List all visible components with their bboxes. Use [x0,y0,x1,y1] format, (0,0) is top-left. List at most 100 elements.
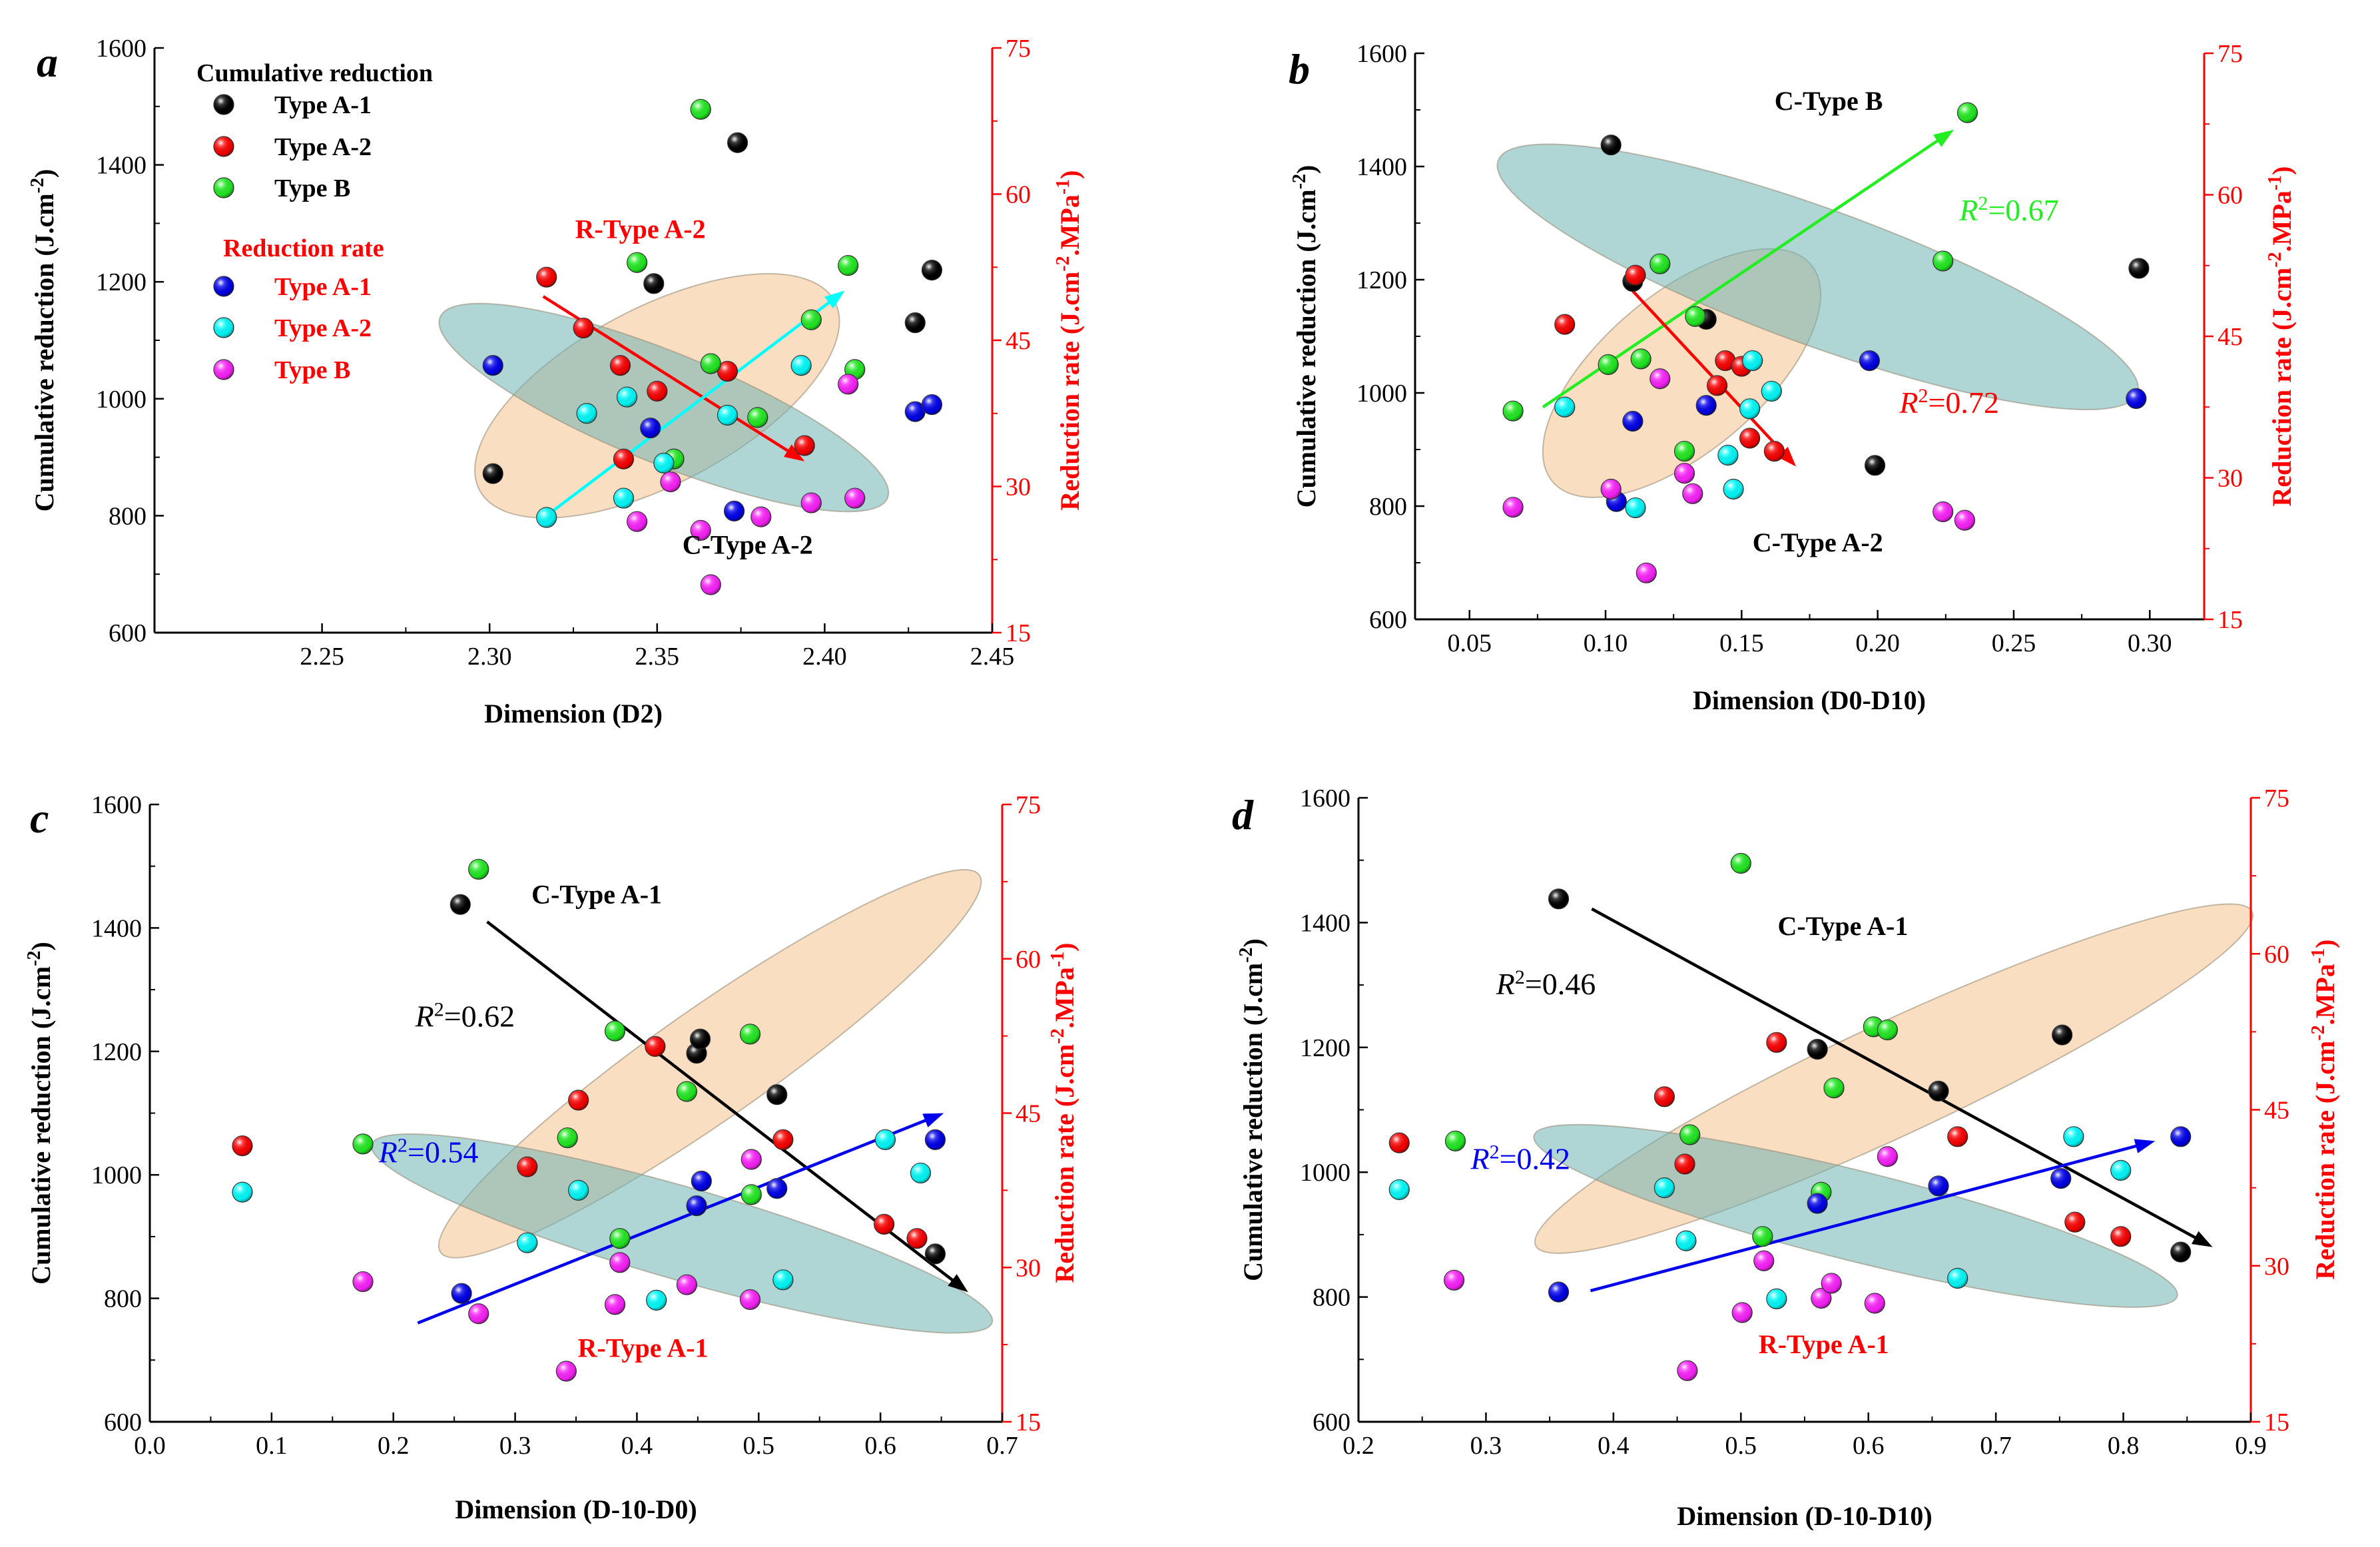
y2-tick-label: 45 [1016,1100,1041,1128]
cluster-label: R-Type A-1 [578,1333,709,1363]
data-point [1502,400,1524,422]
y-tick-label: 1400 [1300,909,1350,937]
arrow-head [922,1113,944,1127]
series-reduction-rate-type-a-2 [1388,1126,2132,1310]
data-point [2170,1126,2192,1147]
data-point [517,1232,538,1253]
y-tick-label: 600 [1313,1408,1350,1436]
data-point [2170,1241,2192,1263]
x-tick-label: 0.2 [378,1432,410,1460]
data-point [660,471,681,493]
panel-letter: a [37,39,58,86]
legend-marker [213,94,234,115]
data-point [482,463,503,484]
panel-letter: d [1232,791,1254,838]
series-cumulative-reduction-type-b [1444,852,1899,1247]
data-point [604,1294,626,1315]
y2-axis-label: Reduction rate (J.cm-2.MPa-1) [1047,943,1080,1283]
legend-title-rate: Reduction rate [223,234,384,262]
x-axis-label: Dimension (D2) [484,699,663,729]
arrow-head [948,1274,968,1293]
y2-tick-label: 15 [1016,1408,1041,1436]
data-point [1928,1080,1949,1101]
y-tick-label: 1000 [96,386,147,414]
x-axis-label: Dimension (D-10-D0) [455,1494,697,1524]
data-point [449,894,471,915]
cluster-ellipse [438,302,890,513]
data-point [904,312,926,334]
data-point [576,403,597,424]
data-point [686,1195,707,1217]
data-point [874,1213,895,1235]
data-point [1653,1086,1675,1107]
data-point [676,1274,698,1295]
legend-marker [213,317,234,338]
y-axis-label: Cumulative reduction (J.cm-2) [1289,165,1322,508]
data-point [717,404,739,426]
data-point [921,394,943,416]
x-tick-label: 0.25 [1992,629,2036,657]
x-tick-label: 2.35 [635,643,680,671]
y2-tick-label: 60 [1006,181,1031,209]
data-point [676,1081,698,1102]
data-point [1807,1193,1828,1214]
legend: Cumulative reduction Type A-1 Type A-2 Type… [196,59,433,384]
x-tick-label: 0.2 [1342,1432,1374,1460]
data-point [1877,1146,1899,1167]
y-tick-label: 1400 [91,914,142,942]
data-point [1742,350,1763,372]
data-point [1864,1293,1885,1314]
arrow-head [824,290,845,309]
series-reduction-rate-type-a-2 [1554,350,1782,519]
x-tick-label: 0.3 [1470,1432,1502,1460]
data-point [1947,1126,1968,1147]
y-tick-label: 1000 [91,1161,142,1189]
y-tick-label: 600 [104,1408,142,1436]
data-point [468,1303,489,1325]
data-point [482,355,503,376]
legend-item: Type A-1 [274,91,372,119]
y-tick-label: 600 [1369,606,1407,634]
legend-item: Type B [274,356,350,384]
data-point [1625,264,1646,286]
arrow-head [1777,447,1797,467]
y-tick-label: 800 [104,1285,142,1313]
data-point [640,418,661,439]
data-point [613,448,635,469]
y2-tick-label: 30 [2264,1253,2289,1281]
x-tick-label: 0.10 [1584,629,1628,657]
y2-tick-label: 75 [2264,784,2289,812]
y-tick-label: 800 [109,502,147,530]
data-point [557,1127,578,1149]
panel-b: b 0.05 0.10 0.15 0.20 0.25 0.30 600 800 1000 1200 1… [1289,40,2297,715]
data-point [1598,354,1619,376]
data-point [451,1283,472,1304]
data-point [1731,1302,1753,1323]
y2-tick-label: 15 [2264,1408,2289,1436]
y-axis-label: Cumulative reduction (J.cm-2) [24,942,57,1285]
data-point [1717,444,1739,466]
data-point [1739,428,1761,449]
cluster-label: C-Type A-1 [531,879,662,909]
data-point [1600,135,1622,156]
y2-axis-label: Reduction rate (J.cm-2.MPa-1) [1053,170,1085,511]
trend-arrow [417,1117,930,1325]
data-point [1933,250,1954,272]
data-point [1864,455,1886,476]
x-tick-label: 0.7 [1980,1432,2012,1460]
series-reduction-rate-type-b [352,1149,762,1382]
data-point [741,1149,762,1170]
data-point [741,1184,762,1205]
series-cumulative-reduction-type-a-1 [449,894,946,1265]
data-point [1554,396,1576,418]
data-point [844,487,866,509]
y-tick-label: 800 [1369,493,1407,521]
y2-tick-label: 75 [1016,791,1041,819]
x-tick-label: 0.3 [499,1432,531,1460]
data-point [906,1228,928,1249]
data-point [2063,1126,2084,1147]
cluster-label: C-Type A-2 [683,529,813,559]
x-tick-label: 0.8 [2108,1432,2140,1460]
y2-tick-label: 45 [2264,1097,2289,1125]
x-tick-label: 0.6 [864,1432,896,1460]
